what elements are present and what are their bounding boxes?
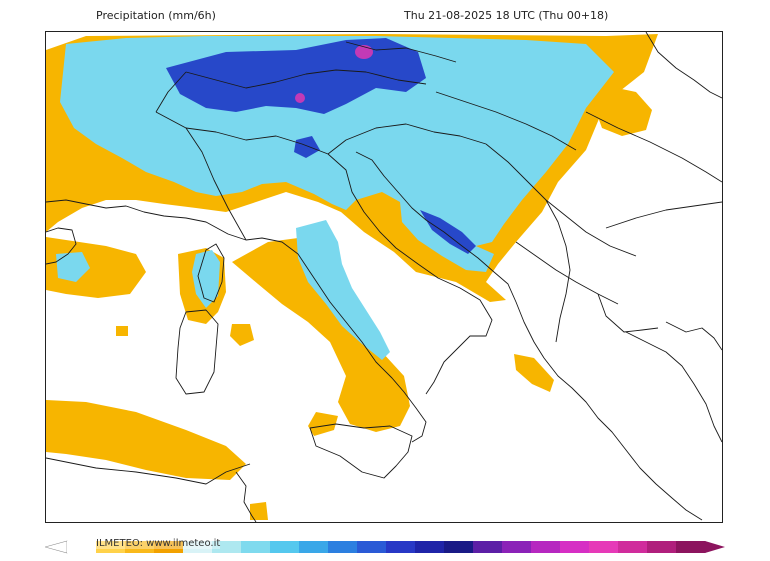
border-balkans-1 [485,143,637,257]
precip-light-area [232,238,410,432]
legend-swatch [96,541,126,553]
coastline-greece [543,357,703,521]
precip-very-heavy-cell [295,93,305,103]
map-title: Precipitation (mm/6h) [96,9,216,22]
precip-color-scale [45,540,725,554]
precipitation-map [45,31,723,523]
border-bulgaria [605,201,722,229]
coastline-italy-east [327,153,493,395]
legend-swatch [67,541,97,553]
legend-arrow-low [45,540,68,554]
border-hungary [435,91,577,151]
legend-swatch [299,541,329,553]
precip-light-area [116,326,128,336]
legend-swatch [357,541,387,553]
valid-time-label: Thu 21-08-2025 18 UTC (Thu 00+18) [404,9,609,22]
legend-swatch [473,541,503,553]
legend-tick-row [48,554,728,561]
border-swiss [155,71,187,113]
coastline-corsica [197,243,225,303]
coastline-italy-west [245,237,427,443]
precip-light-area [514,354,554,392]
legend-swatch [212,541,242,553]
coastline-tunisia [235,471,257,522]
legend-swatch [676,541,706,553]
legend-swatch [618,541,648,553]
coastline-spain-east [46,227,77,265]
coastline-aegean-islands [665,321,722,351]
border-germany-austria [185,69,427,89]
legend-swatch [560,541,590,553]
legend-arrow-high [705,541,725,553]
legend-swatch [183,541,213,553]
map-outlines [46,32,722,522]
precip-light-area [46,400,246,480]
coastline-greece-inner [625,331,722,443]
precip-light-area [46,237,146,298]
legend-swatch [589,541,619,553]
precip-light-area [308,412,338,436]
legend-swatch [531,541,561,553]
legend-swatch [502,541,532,553]
legend-swatch [270,541,300,553]
border-balkans-2 [515,241,619,305]
legend-swatch [241,541,271,553]
coastline-sardinia [175,309,219,395]
precip-heavy-area [294,136,320,158]
precip-medium-area [56,252,90,282]
legend-swatch [647,541,677,553]
border-east-frame [645,32,722,99]
coastline-north-africa-west [46,457,251,485]
border-balkans-3 [545,199,571,343]
border-france-italy [185,127,247,241]
precip-light-area [594,84,652,136]
precip-medium-area [192,250,220,308]
precip-heavy-area [420,210,476,254]
precip-light-area [230,324,254,346]
precip-very-heavy-cell [355,45,373,59]
legend-swatch [328,541,358,553]
precip-fields [46,34,658,520]
legend-swatch [415,541,445,553]
legend-swatch [386,541,416,553]
coastline-adriatic-east [355,151,545,359]
border-macedonia [597,293,659,333]
border-romania [585,111,722,183]
legend-swatch [154,541,184,553]
precip-medium-area [296,220,390,360]
legend-swatch [444,541,474,553]
legend-brand-label: ILMETEO: www.ilmeteo.it [96,538,221,549]
precip-light-area [250,502,268,520]
coastline-sicily [309,423,413,479]
border-czech [345,41,457,63]
border-alps [155,111,487,155]
legend-swatch [125,541,155,553]
map-svg [46,32,722,522]
coastline-france-south [46,199,247,241]
